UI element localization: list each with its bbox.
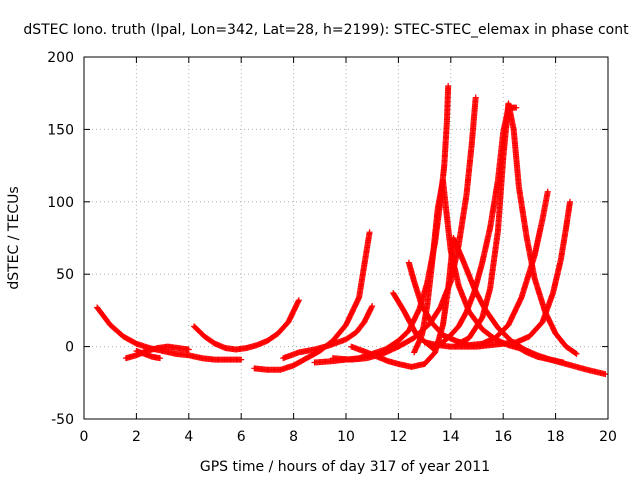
y-tick-label: 0	[65, 340, 74, 356]
x-tick-label: 12	[389, 429, 407, 445]
data-point-marker	[602, 371, 609, 378]
data-series	[94, 82, 609, 378]
data-point-marker	[185, 346, 192, 353]
y-tick-label: 50	[56, 267, 74, 283]
y-tick-label: 100	[47, 195, 74, 211]
data-point-marker	[573, 350, 580, 357]
y-tick-label: -50	[51, 412, 74, 428]
y-axis-label: dSTEC / TECUs	[6, 186, 22, 289]
data-point-marker	[572, 350, 579, 357]
x-tick-label: 10	[337, 429, 355, 445]
data-point-marker	[567, 198, 574, 205]
data-point-marker	[369, 303, 376, 310]
data-point-marker	[513, 104, 520, 111]
data-point-marker	[238, 356, 245, 363]
chart-title: dSTEC Iono. truth (Ipal, Lon=342, Lat=28…	[23, 22, 629, 38]
x-tick-label: 16	[494, 429, 512, 445]
x-tick-label: 0	[80, 429, 89, 445]
data-point-marker	[560, 359, 567, 366]
data-point-marker	[472, 94, 479, 101]
x-tick-label: 18	[547, 429, 565, 445]
data-point-marker	[366, 229, 373, 236]
y-tick-label: 200	[47, 50, 74, 66]
x-tick-label: 20	[599, 429, 617, 445]
axis-ticks: 0 2 4 6 8 10 12 14 16 18 20 -50 0 50 100 150 200	[47, 50, 617, 445]
x-tick-label: 8	[289, 429, 298, 445]
x-tick-label: 2	[132, 429, 141, 445]
x-tick-label: 14	[442, 429, 460, 445]
x-tick-label: 4	[184, 429, 193, 445]
y-tick-label: 150	[47, 122, 74, 138]
data-point-marker	[445, 82, 452, 89]
data-point-marker	[295, 297, 302, 304]
x-tick-label: 6	[237, 429, 246, 445]
data-point-marker	[156, 355, 163, 362]
data-point-marker	[544, 188, 551, 195]
x-axis-label: GPS time / hours of day 317 of year 2011	[200, 459, 490, 475]
